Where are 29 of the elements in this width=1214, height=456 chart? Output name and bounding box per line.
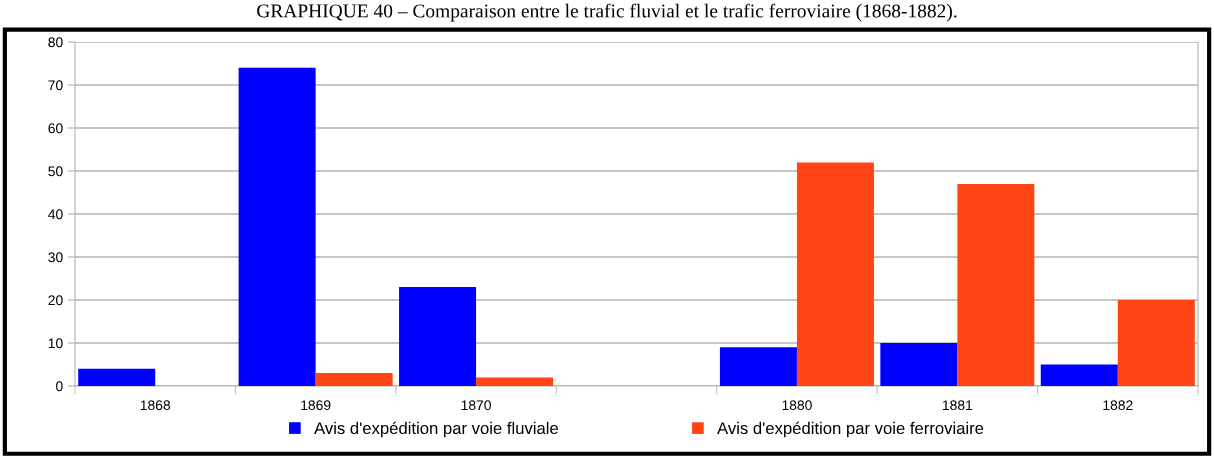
bar [796,162,874,386]
y-tick-label: 60 [48,123,63,134]
y-tick-label: 70 [48,80,63,91]
bar [78,368,156,386]
y-tick-label: 40 [48,209,63,220]
y-tick-label: 0 [56,381,63,392]
y-tick-label: 20 [48,295,63,306]
legend-label: Avis d'expédition par voie ferroviaire [717,421,984,438]
bar [880,343,958,386]
bar [1117,300,1195,386]
bar [238,67,316,386]
legend-label: Avis d'expédition par voie fluviale [314,421,558,438]
bar [476,377,554,386]
bar [719,347,797,386]
y-tick-label: 30 [48,252,63,263]
y-tick-label: 10 [48,338,63,349]
bar [399,287,477,386]
bar [957,183,1035,386]
x-tick-label: 1882 [1103,400,1133,411]
x-tick-label: 1868 [140,400,171,411]
y-tick-label: 80 [48,37,63,48]
x-tick-label: 1880 [782,400,812,411]
y-tick-label: 50 [48,166,63,177]
bar [1040,364,1118,386]
x-tick-label: 1869 [301,400,331,411]
chart-title: GRAPHIQUE 40 – Comparaison entre le trafic fluvial et le trafic ferroviaire (1868-1882). [257,3,957,22]
x-tick-label: 1881 [942,400,973,411]
bar [315,373,393,386]
x-tick-label: 1870 [461,400,491,411]
